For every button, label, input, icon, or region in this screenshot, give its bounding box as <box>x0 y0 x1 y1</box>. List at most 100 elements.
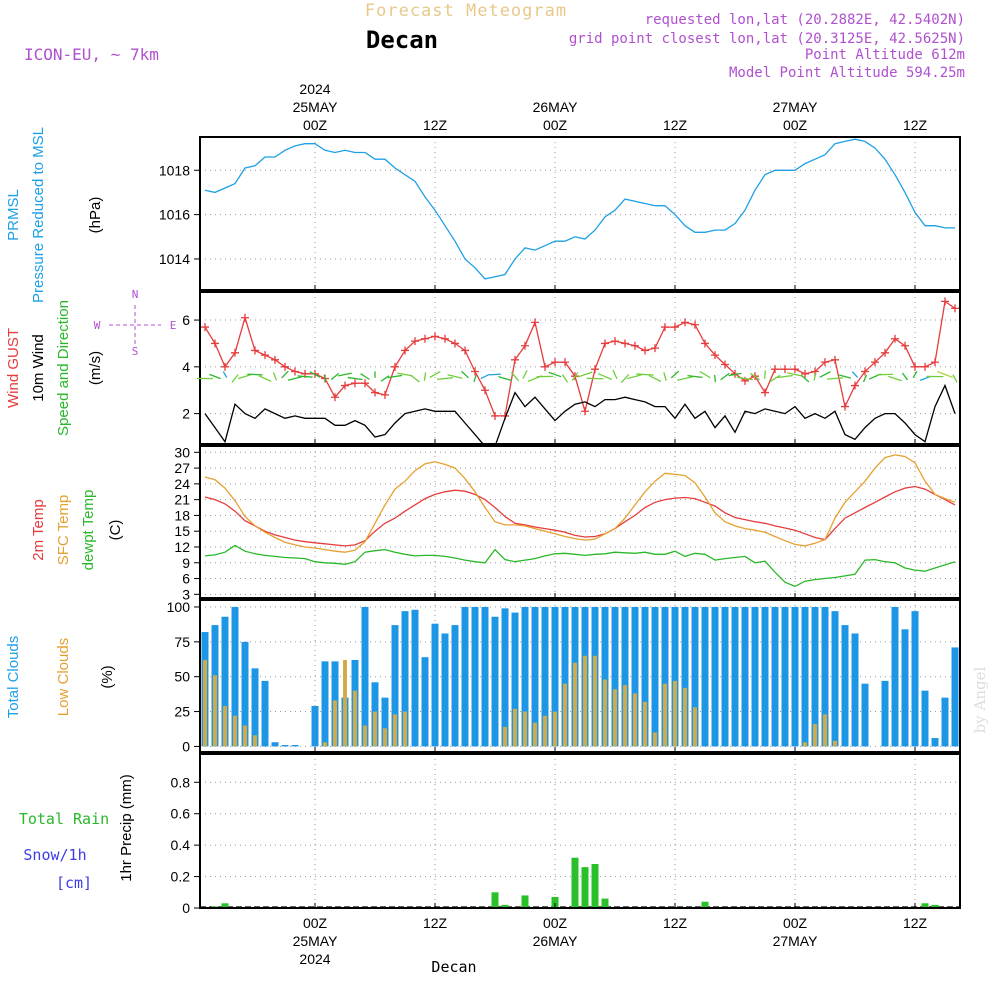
wind-direction-arrow <box>838 374 852 379</box>
total-cloud-bar <box>471 606 479 747</box>
total-cloud-bar <box>721 606 729 747</box>
total-cloud-bar <box>611 606 619 747</box>
precip-bar <box>591 864 599 908</box>
low-cloud-bar <box>633 693 637 747</box>
total-cloud-bar <box>631 606 639 747</box>
total-cloud-bar <box>911 611 919 747</box>
precip-side-label-0: Total Rain <box>19 810 109 828</box>
total-cloud-bar <box>491 616 499 747</box>
total-cloud-bar <box>731 606 739 747</box>
gust-marker <box>851 381 859 390</box>
gust-marker <box>471 367 479 376</box>
time-label-2-1: 00Z <box>543 117 568 133</box>
total-cloud-bar <box>951 647 959 747</box>
wind-direction-arrow <box>699 370 711 379</box>
total-cloud-bar <box>261 680 269 747</box>
total-cloud-bar <box>451 625 459 747</box>
total-cloud-bar <box>601 606 609 747</box>
total-cloud-bar <box>791 606 799 747</box>
y-tick-label-1: 1016 <box>159 207 190 223</box>
total-cloud-bar <box>231 606 239 747</box>
gust-marker <box>611 337 619 346</box>
gust-marker <box>921 362 929 371</box>
time-label-4-0: 27MAY <box>773 99 819 115</box>
low-cloud-bar <box>563 683 567 747</box>
wind-panel: 2 4 6 Wind GUST 10m Wind Speed and Direction (… <box>5 288 961 447</box>
wind-direction-arrow <box>330 372 340 381</box>
total-cloud-bar <box>781 606 789 747</box>
wind-direction-arrow <box>360 373 370 380</box>
total-cloud-bar <box>691 606 699 747</box>
wind-direction-arrow <box>901 372 909 381</box>
precip-bar <box>221 903 229 908</box>
gust-marker <box>561 358 569 367</box>
total-cloud-bar <box>851 633 859 747</box>
gust-marker <box>521 341 529 350</box>
precip-bar <box>551 897 559 908</box>
total-cloud-bar <box>701 606 709 747</box>
wind-direction-arrow <box>272 372 278 381</box>
gust-marker <box>541 362 549 371</box>
y-axis-label-2: dewpt Temp <box>80 490 97 571</box>
gust-marker <box>591 365 599 374</box>
total-cloud-bar <box>881 680 889 747</box>
total-cloud-bar <box>381 697 389 747</box>
gust-marker <box>791 365 799 374</box>
wind-direction-arrow <box>648 374 662 383</box>
gust-marker <box>911 362 919 371</box>
total-cloud-bar <box>461 606 469 747</box>
precip-bar <box>501 904 509 908</box>
low-cloud-bar <box>523 711 527 747</box>
gust-marker <box>491 411 499 420</box>
low-cloud-bar <box>503 726 507 747</box>
wind-direction-arrow <box>937 370 953 379</box>
y-tick-label-1: 4 <box>182 359 190 375</box>
gust-marker <box>691 320 699 329</box>
chart-title: Forecast Meteogram <box>365 1 567 21</box>
wind-direction-arrow <box>737 376 753 381</box>
y-tick-label-2: 6 <box>182 312 190 328</box>
gust-marker <box>661 323 669 332</box>
compass-n: N <box>132 288 139 301</box>
low-cloud-bar <box>333 700 337 747</box>
total-cloud-bar <box>641 606 649 747</box>
low-cloud-bar <box>653 732 657 747</box>
y-tick-label-2: 9 <box>182 555 190 571</box>
total-cloud-bar <box>661 606 669 747</box>
y-axis-label-1: 10m Wind <box>30 334 47 402</box>
wind-direction-arrow <box>912 371 918 379</box>
gust-marker <box>331 393 339 402</box>
gust-marker <box>451 339 459 348</box>
y-axis-label-0: PRMSL <box>5 189 22 241</box>
series-line-1 <box>204 454 956 553</box>
compass-e: E <box>170 319 177 332</box>
pressure-panel: 1014 1016 1018 PRMSL Pressure Reduced to MSL… <box>5 127 961 303</box>
wind-direction-arrow <box>447 374 463 379</box>
y-axis-label-1: Low Clouds <box>55 638 72 716</box>
total-cloud-bar <box>761 606 769 747</box>
time-label-1-0: 12Z <box>423 117 448 133</box>
wind-direction-arrow <box>663 372 667 381</box>
gust-marker <box>211 339 219 348</box>
y-tick-label-8: 27 <box>174 460 190 476</box>
total-cloud-bar <box>221 616 229 747</box>
precip-bar <box>571 857 579 908</box>
bottom-time-axis: 00Z 25MAY 2024 12Z 00Z 26MAY 12Z 00Z 27MAY 12Z <box>293 915 928 967</box>
panel-frame <box>199 599 961 753</box>
wind-direction-arrow <box>323 374 327 383</box>
gust-marker <box>511 355 519 364</box>
gust-marker <box>621 339 629 348</box>
total-cloud-bar <box>561 606 569 747</box>
wind-direction-arrow <box>297 375 313 378</box>
panel-frame <box>199 136 961 291</box>
wind-direction-arrow <box>247 373 263 376</box>
time-label-2-0: 26MAY <box>533 99 579 115</box>
total-cloud-bar <box>291 745 299 747</box>
wind-direction-arrow <box>677 376 693 381</box>
time-label-2-0: 00Z <box>543 915 568 931</box>
low-cloud-bar <box>243 725 247 747</box>
precip-bar <box>521 895 529 908</box>
total-cloud-bar <box>681 606 689 747</box>
gust-marker <box>671 323 679 332</box>
